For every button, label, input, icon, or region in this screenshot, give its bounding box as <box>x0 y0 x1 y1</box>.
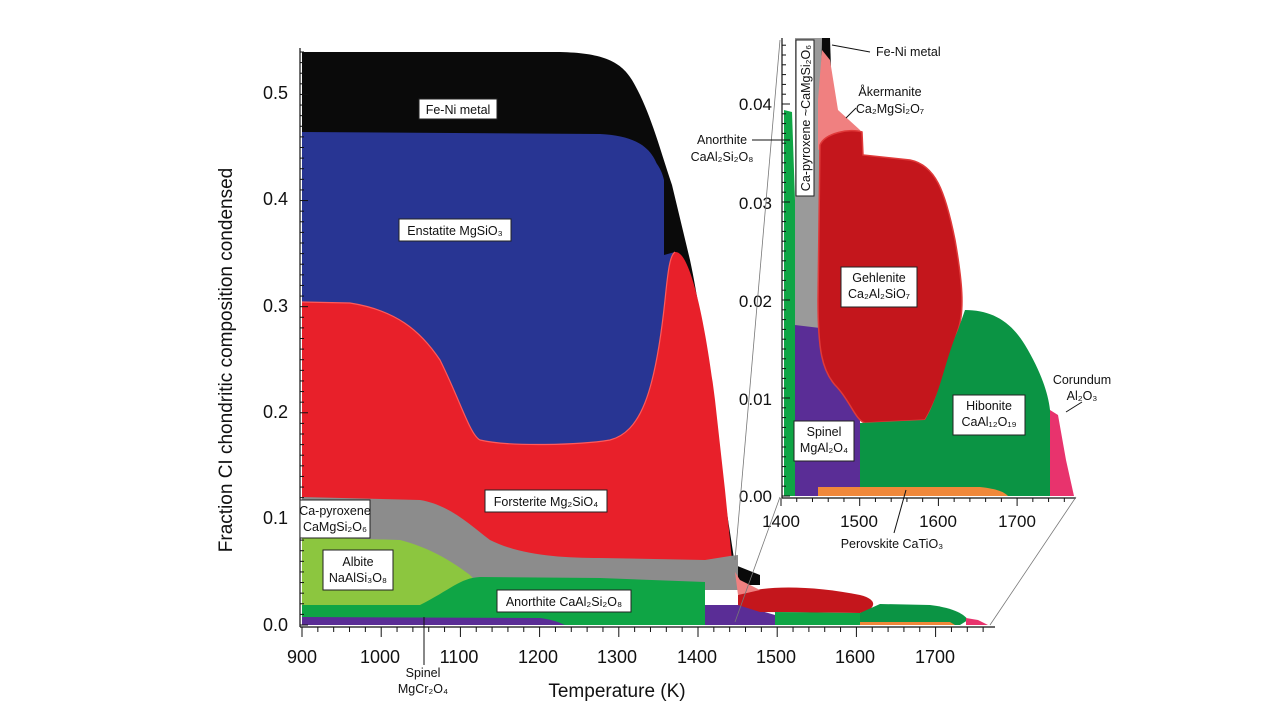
label-forsterite-text: Forsterite Mg₂SiO₄ <box>494 495 598 509</box>
x-tick-8: 1700 <box>915 647 955 667</box>
inset-label-fe-ni-text: Fe-Ni metal <box>876 45 941 59</box>
inset-label-akermanite-l2: Ca₂MgSi₂O₇ <box>856 102 924 116</box>
y-tick-labels: 0.0 0.1 0.2 0.3 0.4 0.5 <box>263 83 288 635</box>
inset-label-hibonite-l2: CaAl₁₂O₁₉ <box>961 415 1016 429</box>
inset-label-ca-pyroxene-text: Ca-pyroxene ~CaMgSi₂O₆ <box>799 45 813 191</box>
inset-label-perovskite: Perovskite CaTiO₃ <box>841 489 944 551</box>
inset-label-corundum-l1: Corundum <box>1053 373 1111 387</box>
x-tick-1: 1000 <box>360 647 400 667</box>
x-tick-6: 1500 <box>756 647 796 667</box>
area-forsterite <box>302 251 732 560</box>
area-akermanite-hi <box>735 572 760 595</box>
inset-label-anorthite: Anorthite CaAl₂Si₂O₈ <box>691 133 790 164</box>
main-plot-areas <box>301 52 988 625</box>
label-ca-pyroxene-l1: Ca-pyroxene <box>299 504 371 518</box>
inset-area-akermanite <box>818 50 862 150</box>
inset-label-anorthite-l2: CaAl₂Si₂O₈ <box>691 150 754 164</box>
inset-label-gehlenite-l2: Ca₂Al₂SiO₇ <box>848 287 910 301</box>
x-tick-0: 900 <box>287 647 317 667</box>
x-tick-3: 1200 <box>518 647 558 667</box>
main-x-axis <box>300 626 995 637</box>
label-ca-pyroxene: Ca-pyroxene CaMgSi₂O₆ <box>299 499 371 539</box>
inset-y-tick-labels: 0.00 0.01 0.02 0.03 0.04 <box>739 95 772 506</box>
area-anorthite-hi <box>775 612 860 625</box>
inset-label-spinel-l2: MgAl₂O₄ <box>800 441 848 455</box>
area-corundum-hi <box>966 618 988 625</box>
label-anorthite-text: Anorthite CaAl₂Si₂O₈ <box>506 595 622 609</box>
inset-y-tick-1: 0.01 <box>739 390 772 409</box>
inset-x-tick-3: 1700 <box>998 512 1036 531</box>
inset-y-tick-4: 0.04 <box>739 95 772 114</box>
inset-label-corundum: Corundum Al₂O₃ <box>1053 373 1111 413</box>
inset-x-tick-labels: 1400 1500 1600 1700 <box>762 512 1036 531</box>
label-fe-ni-metal: Fe-Ni metal <box>418 98 498 120</box>
y-tick-2: 0.2 <box>263 402 288 422</box>
label-spinel-mgcr2o4: Spinel MgCr₂O₄ <box>398 617 448 696</box>
inset-label-akermanite-l1: Åkermanite <box>858 84 921 99</box>
x-tick-2: 1100 <box>440 647 479 667</box>
inset-label-corundum-l2: Al₂O₃ <box>1067 389 1098 403</box>
label-enstatite: Enstatite MgSiO₃ <box>398 218 512 242</box>
label-spinel-mgcr2o4-l2: MgCr₂O₄ <box>398 682 448 696</box>
area-gehlenite-hi <box>738 587 874 613</box>
inset-label-gehlenite: Gehlenite Ca₂Al₂SiO₇ <box>840 266 918 308</box>
inset-y-tick-3: 0.03 <box>739 194 772 213</box>
x-tick-7: 1600 <box>835 647 875 667</box>
area-hibonite-hi <box>860 604 968 625</box>
x-axis-title: Temperature (K) <box>548 681 685 702</box>
y-axis-title: Fraction CI chondritic composition conde… <box>216 168 237 552</box>
inset-label-ca-pyroxene: Ca-pyroxene ~CaMgSi₂O₆ <box>795 39 815 197</box>
forsterite-outline <box>301 251 676 446</box>
inset-area-anorthite <box>784 110 795 496</box>
label-forsterite: Forsterite Mg₂SiO₄ <box>484 489 608 513</box>
inset-label-gehlenite-l1: Gehlenite <box>852 271 906 285</box>
label-fe-ni-metal-text: Fe-Ni metal <box>426 103 491 117</box>
inset-x-tick-2: 1600 <box>919 512 957 531</box>
label-spinel-mgcr2o4-l1: Spinel <box>406 666 441 680</box>
area-spinel-mgcr2o4 <box>302 617 565 625</box>
label-albite-l1: Albite <box>342 555 373 569</box>
x-tick-labels: 900 1000 1100 1200 1300 1400 1500 1600 1… <box>287 647 955 667</box>
inset-y-tick-2: 0.02 <box>739 292 772 311</box>
inset-label-perovskite-text: Perovskite CaTiO₃ <box>841 537 944 551</box>
inset-label-spinel: Spinel MgAl₂O₄ <box>793 420 855 462</box>
inset-label-akermanite: Åkermanite Ca₂MgSi₂O₇ <box>845 84 924 119</box>
area-enstatite-lower <box>302 135 675 445</box>
label-albite-l2: NaAlSi₃O₈ <box>329 571 387 585</box>
inset-axes <box>780 38 1076 506</box>
y-tick-1: 0.1 <box>263 508 288 528</box>
x-tick-5: 1400 <box>677 647 717 667</box>
inset-label-spinel-l1: Spinel <box>807 425 842 439</box>
y-tick-4: 0.4 <box>263 189 288 209</box>
inset-area-corundum <box>1050 410 1074 496</box>
inset-projection-lines <box>734 39 1077 626</box>
label-ca-pyroxene-l2: CaMgSi₂O₆ <box>303 520 367 534</box>
x-tick-4: 1300 <box>597 647 637 667</box>
y-tick-5: 0.5 <box>263 83 288 103</box>
y-tick-0: 0.0 <box>263 615 288 635</box>
inset-area-perovskite <box>818 487 1008 496</box>
inset-label-anorthite-l1: Anorthite <box>697 133 747 147</box>
label-anorthite: Anorthite CaAl₂Si₂O₈ <box>496 589 632 613</box>
inset-label-hibonite: Hibonite CaAl₁₂O₁₉ <box>952 394 1026 436</box>
label-albite: Albite NaAlSi₃O₈ <box>322 549 394 591</box>
label-enstatite-text: Enstatite MgSiO₃ <box>407 224 502 238</box>
inset-x-tick-0: 1400 <box>762 512 800 531</box>
inset-label-fe-ni: Fe-Ni metal <box>831 44 941 59</box>
inset-label-hibonite-l1: Hibonite <box>966 399 1012 413</box>
inset-y-tick-0: 0.00 <box>739 487 772 506</box>
inset-x-tick-1: 1500 <box>840 512 878 531</box>
y-tick-3: 0.3 <box>263 296 288 316</box>
